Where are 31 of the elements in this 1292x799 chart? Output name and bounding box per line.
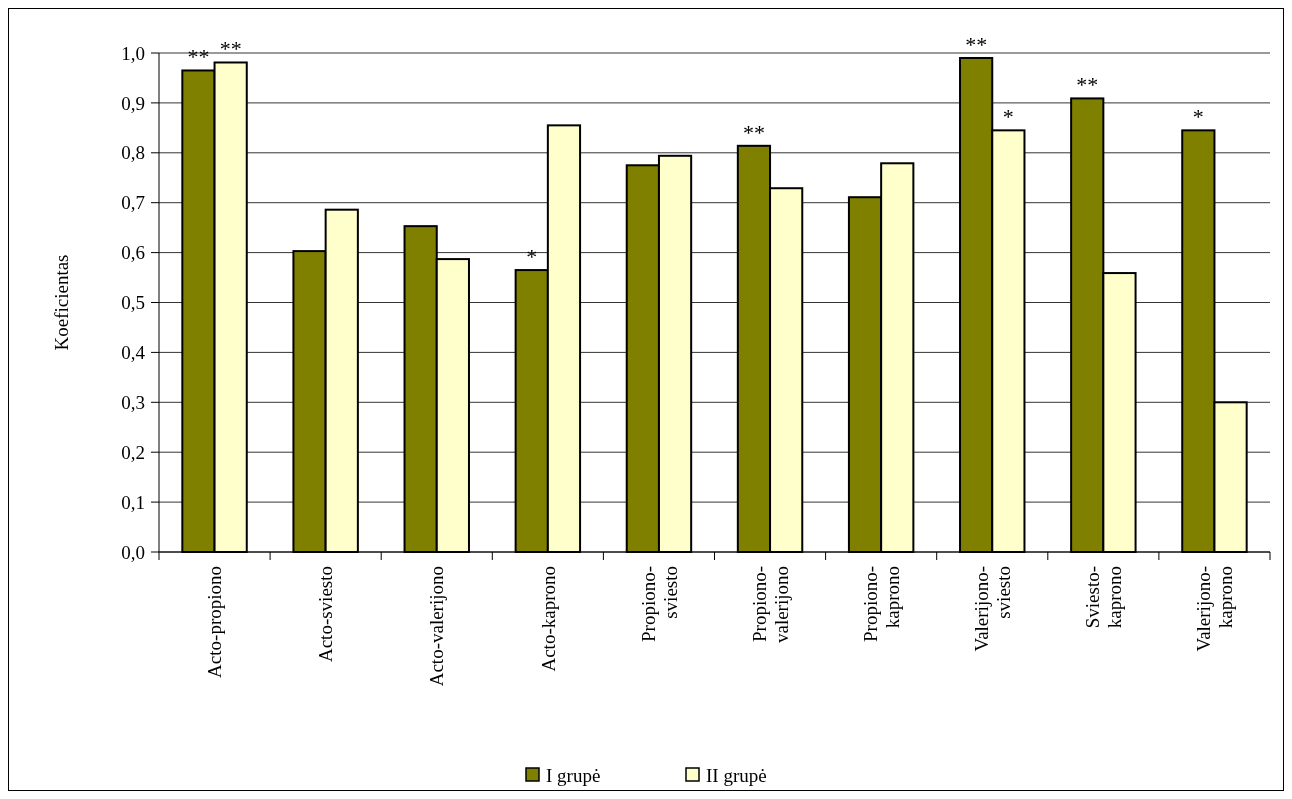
y-tick-label: 0,7 xyxy=(121,192,145,214)
annotation: * xyxy=(1002,104,1014,130)
y-tick-label: 0,9 xyxy=(121,92,145,114)
y-tick-label: 1,0 xyxy=(121,42,145,64)
x-tick-label: Propiono- kaprono xyxy=(859,566,903,642)
annotation: ** xyxy=(187,44,210,70)
x-tick-label: Acto-kaprono xyxy=(537,566,559,672)
y-tick-label: 0,8 xyxy=(121,142,145,164)
legend-label: II grupė xyxy=(706,764,767,786)
x-tick-label: Acto-propiono xyxy=(204,566,226,678)
y-tick-label: 0,3 xyxy=(121,391,145,413)
x-tick-label: Valerijono- sviesto xyxy=(970,566,1014,652)
x-tick-label: Valerijono- kaprono xyxy=(1193,566,1237,652)
annotation: ** xyxy=(219,36,242,62)
annotation: ** xyxy=(742,119,765,145)
y-axis-title: Koeficientas xyxy=(51,254,72,351)
y-tick-label: 0,0 xyxy=(121,541,145,563)
annotation: * xyxy=(1192,104,1204,130)
annotation: ** xyxy=(1076,72,1099,98)
x-tick-label: Acto-sviesto xyxy=(315,566,337,663)
y-tick-label: 0,6 xyxy=(121,242,145,264)
x-tick-label: Sviesto- kaprono xyxy=(1082,566,1125,629)
y-tick-label: 0,2 xyxy=(121,441,145,463)
y-tick-label: 0,1 xyxy=(121,491,145,513)
y-tick-label: 0,5 xyxy=(121,292,145,314)
y-tick-label: 0,4 xyxy=(121,342,146,364)
x-tick-label: Propiono- sviesto xyxy=(637,566,681,642)
annotation: ** xyxy=(965,31,988,57)
x-tick-label: Acto-valerijono xyxy=(426,566,448,687)
x-tick-label: Propiono- valerijono xyxy=(748,566,792,644)
legend-label: I grupė xyxy=(546,764,601,786)
